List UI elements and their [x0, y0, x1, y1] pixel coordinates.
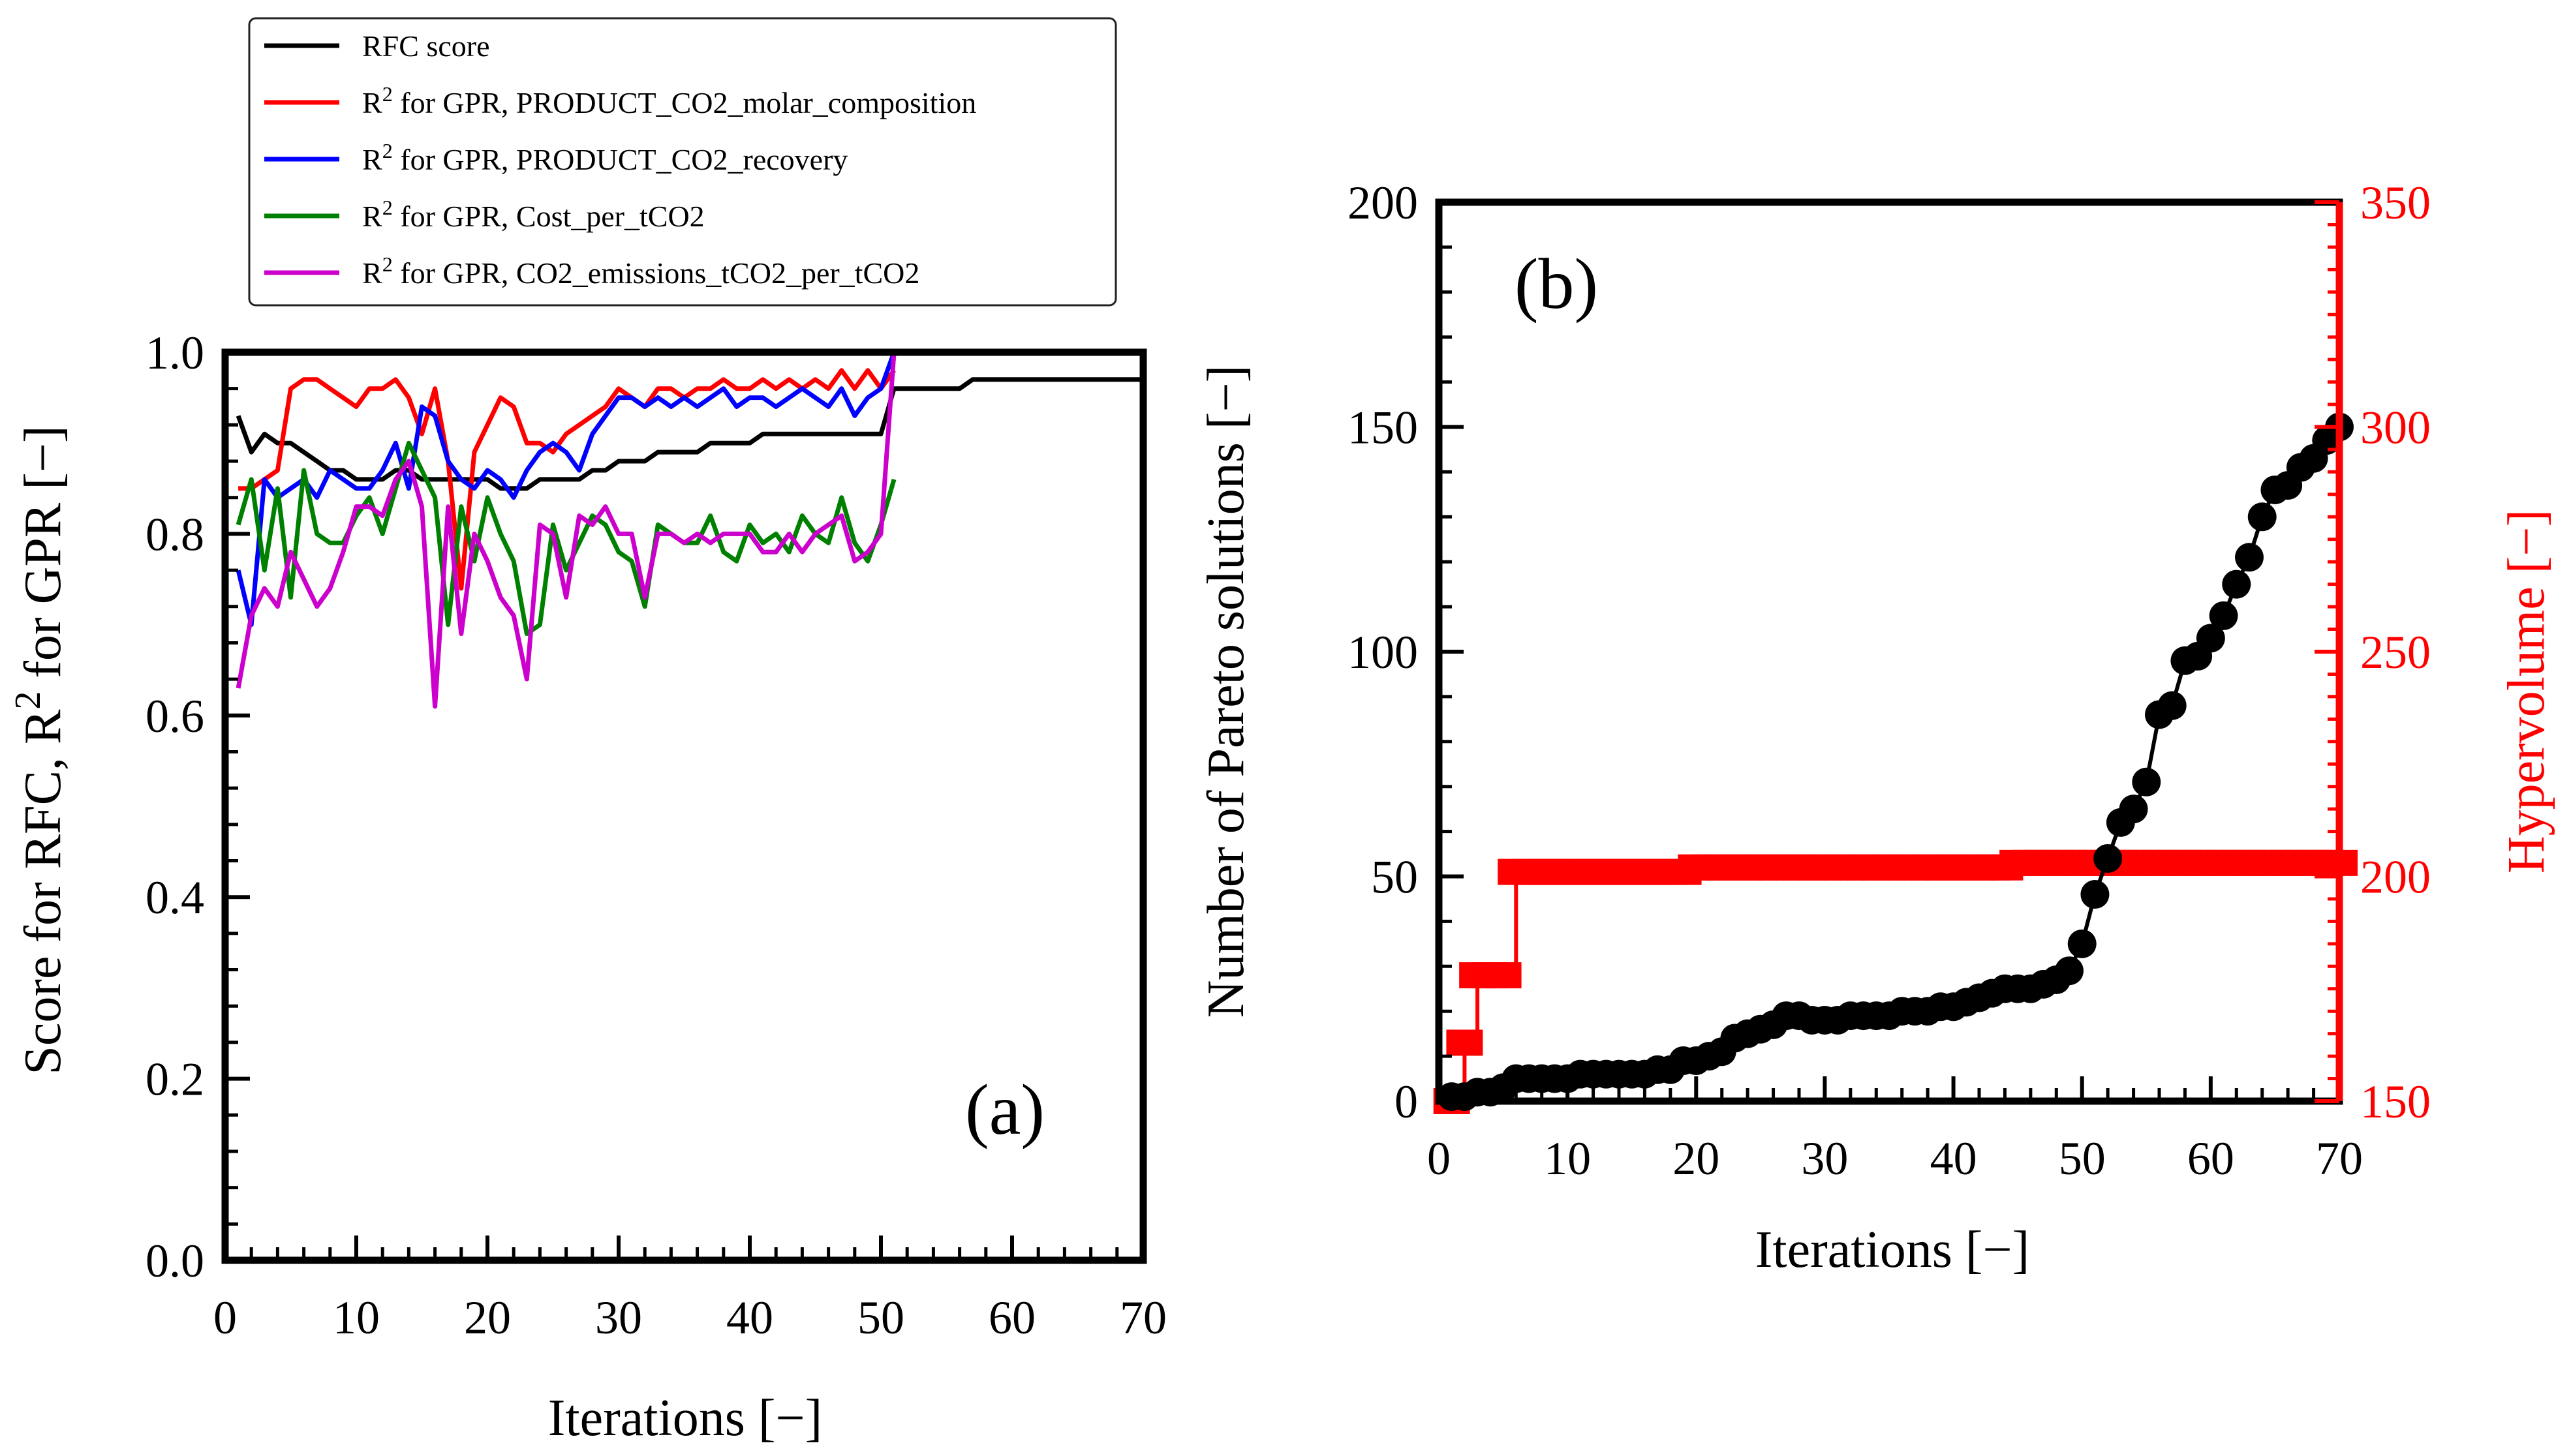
- panel-b: 0 10 20 30 40 50 60 70 0 50 100 150 200 (b) Iteratio…: [1197, 177, 2555, 1279]
- panel-a-y-tick-label: 0.4: [146, 872, 204, 924]
- panel-a-series-line-0: [236, 377, 1143, 491]
- legend-entry-label: R2 for GPR, Cost_per_tCO2: [362, 196, 705, 233]
- panel-b-y2-tick-label: 200: [2360, 851, 2431, 903]
- panel-b-x-tick-label: 60: [2187, 1132, 2234, 1185]
- panel-b-x-tick-label: 40: [1930, 1132, 1977, 1185]
- panel-a-series-line-2: [236, 351, 897, 628]
- panel-b-y2-tick-label: 350: [2360, 177, 2431, 229]
- panel-b-pareto-point: [2222, 569, 2251, 599]
- panel-b-pareto-point: [2247, 502, 2277, 532]
- panel-a-y-tick-label: 0.6: [146, 690, 204, 742]
- panel-b-pareto-point: [2157, 691, 2187, 720]
- panel-b-pareto-point: [2093, 843, 2123, 873]
- panel-b-pareto-point: [2055, 956, 2084, 986]
- panel-b-x-axis-title: Iterations [−]: [1755, 1221, 2030, 1279]
- panel-b-hypervolume-marker: [1485, 962, 1522, 989]
- panel-a-x-tick-label: 10: [333, 1292, 380, 1344]
- panel-b-right-y-axis-title: Hypervolume [−]: [2498, 509, 2555, 873]
- panel-b-y-tick-label: 100: [1347, 626, 1418, 678]
- superscript: 2: [382, 82, 393, 106]
- panel-a-series-line-1: [238, 368, 896, 591]
- panel-a-y-tick-label: 0.2: [146, 1054, 204, 1106]
- panel-a-y-tick-label: 0.8: [146, 508, 204, 560]
- text-part: for GPR, CO2_emissions_tCO2_per_tCO2: [393, 256, 920, 290]
- panel-a-y-tick-label: 1.0: [146, 327, 204, 379]
- panel-b-x-tick-label: 30: [1801, 1132, 1848, 1185]
- text-part: R: [362, 86, 382, 119]
- panel-b-pareto-point: [2132, 767, 2161, 796]
- legend-entry-label: R2 for GPR, PRODUCT_CO2_recovery: [362, 139, 848, 176]
- panel-a-y-tick-label: 0.0: [146, 1235, 204, 1287]
- panel-b-series-layer: [1433, 412, 2358, 1114]
- panel-b-x-tick-label: 50: [2059, 1132, 2106, 1185]
- legend-entry-label: RFC score: [362, 29, 490, 63]
- legend-entry-label: R2 for GPR, PRODUCT_CO2_molar_compositio…: [362, 82, 976, 119]
- panel-b-pareto-point: [2235, 543, 2264, 572]
- panel-b-pareto-point: [2067, 929, 2097, 958]
- superscript: 2: [382, 196, 393, 219]
- panel-b-x-tick-label: 10: [1544, 1132, 1591, 1185]
- panel-b-x-tick-label: 20: [1672, 1132, 1719, 1185]
- panel-b-pareto-point: [2119, 795, 2148, 824]
- panel-b-y-tick-label: 50: [1371, 851, 1418, 903]
- panel-a-x-tick-label: 70: [1120, 1292, 1167, 1344]
- panel-b-hypervolume-marker: [1446, 1029, 1483, 1056]
- panel-b-y2-tick-label: 250: [2360, 626, 2431, 678]
- panel-b-y-tick-label: 200: [1347, 177, 1418, 229]
- superscript: 2: [382, 139, 393, 162]
- superscript: 2: [8, 691, 48, 710]
- panel-b-pareto-point: [2080, 880, 2110, 909]
- text-part: for GPR, Cost_per_tCO2: [393, 200, 705, 233]
- panel-b-y-tick-label: 0: [1394, 1076, 1418, 1128]
- text-part: for GPR, PRODUCT_CO2_recovery: [393, 143, 848, 176]
- panel-a-x-tick-label: 40: [726, 1292, 773, 1344]
- panel-a-plot-frame: [221, 348, 1147, 1264]
- panel-a-x-tick-label: 20: [464, 1292, 511, 1344]
- panel-b-y-tick-label: 150: [1347, 402, 1418, 454]
- panel-a-x-tick-label: 50: [857, 1292, 904, 1344]
- panel-b-y-axis-title: Number of Pareto solutions [−]: [1197, 365, 1255, 1018]
- panel-a-legend-box: [248, 17, 1117, 307]
- superscript: 2: [382, 252, 393, 276]
- panel-a-ticks-layer: 0 10 20 30 40 50 60 70 0.0 0.2 0.4 0.6 0.8 1.0: [146, 327, 1167, 1344]
- panel-a-x-tick-label: 60: [989, 1292, 1036, 1344]
- panel-a: 0 10 20 30 40 50 60 70 0.0 0.2 0.4 0.6 0.8 1.0 (a) It…: [8, 17, 1167, 1447]
- text-part: R: [362, 200, 382, 233]
- text-part: R: [362, 143, 382, 176]
- text-part: for GPR [−]: [14, 425, 72, 691]
- panel-a-y-axis-title: Score for RFC, R2 for GPR [−]: [8, 425, 72, 1074]
- panel-a-label: (a): [965, 1070, 1045, 1149]
- text-part: R: [362, 256, 382, 290]
- panel-a-x-tick-label: 0: [213, 1292, 237, 1344]
- panel-b-x-tick-label: 70: [2316, 1132, 2363, 1185]
- panel-b-y2-tick-label: 300: [2360, 402, 2431, 454]
- panel-a-series-line-4: [236, 352, 897, 709]
- panel-a-series-layer: [236, 351, 1143, 709]
- panel-a-x-axis-title: Iterations [−]: [548, 1389, 823, 1447]
- panel-b-y2-tick-label: 150: [2360, 1076, 2431, 1128]
- panel-b-pareto-point: [2196, 624, 2225, 653]
- panel-b-ticks-layer: 0 10 20 30 40 50 60 70 0 50 100 150 200: [1347, 177, 2363, 1185]
- text-part: Score for RFC, R: [14, 709, 72, 1075]
- panel-b-x-tick-label: 0: [1427, 1132, 1451, 1185]
- text-part: for GPR, PRODUCT_CO2_molar_composition: [393, 86, 976, 119]
- legend-entry-label: R2 for GPR, CO2_emissions_tCO2_per_tCO2: [362, 252, 919, 290]
- panel-b-pareto-point: [2209, 601, 2238, 630]
- panel-a-x-tick-label: 30: [595, 1292, 642, 1344]
- panel-b-label: (b): [1515, 244, 1598, 324]
- text-part: RFC score: [362, 29, 490, 63]
